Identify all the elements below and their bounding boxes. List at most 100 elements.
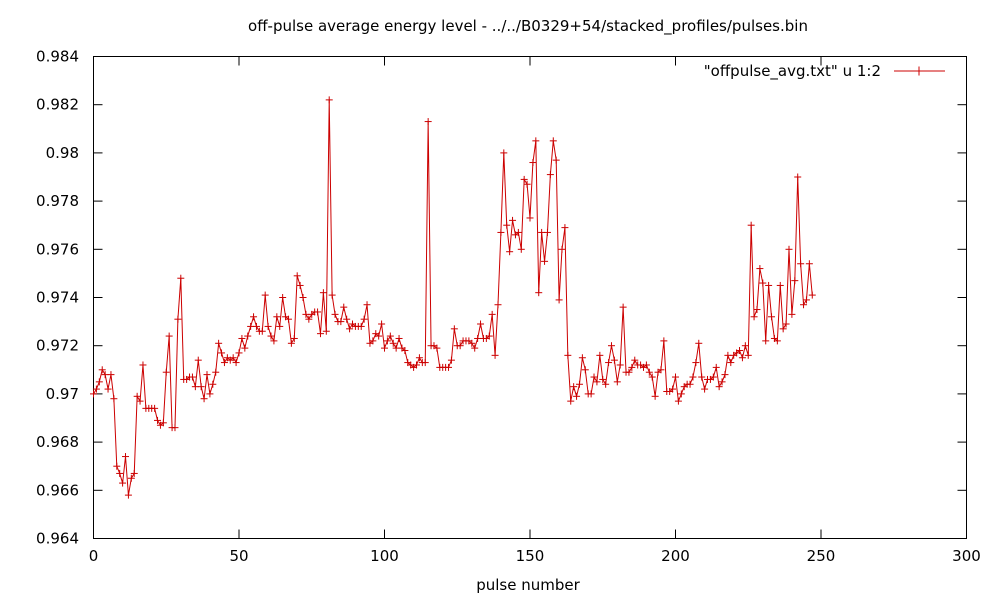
data-point (698, 373, 706, 381)
data-point (194, 356, 202, 364)
legend-marker (914, 66, 924, 76)
data-point (395, 334, 403, 342)
data-point (401, 347, 409, 355)
data-point (337, 318, 345, 326)
data-point (808, 291, 816, 299)
data-point (587, 390, 595, 398)
y-tick-label: 0.968 (36, 433, 79, 451)
data-point (549, 137, 557, 145)
data-point (235, 349, 243, 357)
data-point (270, 337, 278, 345)
data-point (794, 173, 802, 181)
data-point (276, 322, 284, 330)
data-point (110, 395, 118, 403)
data-point (619, 303, 627, 311)
data-point (689, 373, 697, 381)
data-point (523, 180, 531, 188)
data-point (206, 390, 214, 398)
data-point (284, 315, 292, 323)
data-point (250, 313, 258, 321)
data-point (535, 289, 543, 297)
data-point (596, 351, 604, 359)
data-point (238, 334, 246, 342)
data-point (567, 397, 575, 405)
data-point (116, 469, 124, 477)
data-point (753, 306, 761, 314)
data-point (200, 395, 208, 403)
data-point (686, 380, 694, 388)
y-tick-label: 0.966 (36, 481, 79, 499)
data-point (328, 291, 336, 299)
data-point (677, 390, 685, 398)
data-point (750, 313, 758, 321)
data-point (727, 359, 735, 367)
data-point (613, 378, 621, 386)
data-point (581, 366, 589, 374)
y-tick-label: 0.976 (36, 240, 79, 258)
data-point (738, 354, 746, 362)
data-point (651, 392, 659, 400)
data-point (197, 383, 205, 391)
data-point (674, 397, 682, 405)
data-point (570, 383, 578, 391)
data-point (456, 342, 464, 350)
data-point (293, 272, 301, 280)
data-point (715, 383, 723, 391)
data-point (561, 224, 569, 232)
data-point (340, 303, 348, 311)
data-point (299, 294, 307, 301)
data-point (151, 404, 159, 412)
data-point (485, 332, 493, 340)
data-point (506, 248, 514, 256)
data-point (357, 322, 365, 330)
y-tick-label: 0.984 (36, 48, 79, 66)
data-point (546, 171, 554, 179)
data-point (628, 363, 636, 371)
data-point (625, 368, 633, 376)
plot-frame (93, 56, 967, 539)
data-point (261, 291, 269, 299)
data-point (273, 313, 281, 321)
legend-label: "offpulse_avg.txt" u 1:2 (704, 62, 881, 81)
y-tick-label: 0.972 (36, 337, 79, 355)
data-point (450, 325, 458, 333)
data-point (773, 337, 781, 345)
series-markers (90, 96, 816, 499)
data-point (104, 385, 112, 393)
data-point (765, 281, 773, 289)
data-point (776, 281, 784, 289)
data-point (747, 221, 755, 229)
data-point (305, 315, 313, 323)
data-point (220, 359, 228, 367)
data-point (555, 296, 563, 304)
data-point (503, 221, 511, 229)
data-point (785, 245, 793, 253)
data-point (526, 214, 534, 222)
data-point (363, 301, 371, 309)
data-point (113, 462, 121, 470)
data-point (188, 373, 196, 381)
data-point (578, 354, 586, 362)
data-point (741, 342, 749, 350)
data-point (721, 371, 729, 379)
data-point (800, 301, 808, 309)
data-point (139, 361, 147, 369)
data-point (500, 149, 508, 157)
x-axis-label: pulse number (476, 576, 580, 594)
data-point (375, 332, 383, 340)
y-tick-label: 0.982 (36, 96, 79, 114)
data-point (258, 327, 266, 335)
data-point (127, 474, 135, 482)
x-tick-label: 250 (807, 547, 836, 565)
data-point (558, 245, 566, 253)
data-point (631, 356, 639, 364)
data-point (642, 361, 650, 369)
x-axis: 0 50 100 150 200 250 300 (89, 56, 981, 565)
x-tick-label: 150 (516, 547, 545, 565)
data-point (695, 339, 703, 347)
data-point (762, 337, 770, 345)
data-point (159, 419, 167, 427)
data-point (768, 313, 776, 321)
data-point (381, 344, 388, 352)
data-point (174, 315, 182, 323)
